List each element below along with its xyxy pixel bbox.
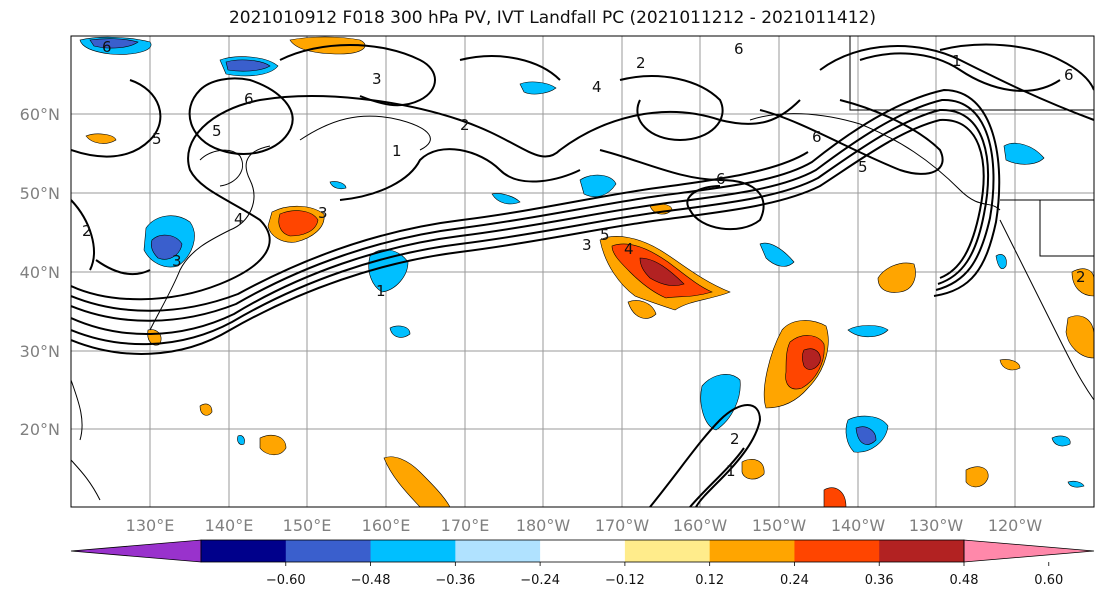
colorbar [70, 539, 1095, 563]
longitude-labels: 130°E 140°E 150°E 160°E 170°E 180°W 170°… [126, 516, 1043, 535]
contour-label: 4 [624, 240, 634, 258]
contour-label: 6 [102, 38, 112, 56]
lat-label: 40°N [20, 263, 60, 282]
map-title: 2021010912 F018 300 hPa PV, IVT Landfall… [228, 8, 876, 28]
colorbar-labels: −0.60 −0.48 −0.36 −0.24 −0.12 0.12 0.24 0.36 0.4… [266, 562, 1063, 588]
colorbar-bin [624, 540, 711, 562]
contour-label: 5 [212, 122, 222, 140]
lon-label: 160°W [673, 516, 728, 535]
lat-label: 60°N [20, 105, 60, 124]
contour-label: 1 [376, 282, 386, 300]
lat-label: 30°N [20, 342, 60, 361]
colorbar-bin [540, 540, 626, 562]
contour-labels: 6 6 6 6 5 5 5 5 4 4 4 3 3 3 3 2 2 2 2 2 … [82, 38, 1086, 480]
contour-label: 3 [372, 70, 382, 88]
contour-label: 5 [152, 130, 162, 148]
colorbar-tick-label: −0.12 [605, 573, 645, 588]
contour-label: 3 [582, 236, 592, 254]
pv-contours [71, 43, 1094, 507]
contour-label: 3 [318, 204, 328, 222]
contour-label: 4 [234, 210, 244, 228]
lat-label: 20°N [20, 420, 60, 439]
colorbar-bin [879, 540, 965, 562]
lon-label: 170°W [595, 516, 650, 535]
contour-label: 6 [244, 90, 254, 108]
lon-label: 160°E [362, 516, 411, 535]
contour-label: 5 [858, 158, 868, 176]
colorbar-extend-high [963, 539, 1095, 563]
lon-label: 130°W [909, 516, 964, 535]
colorbar-bin [285, 540, 372, 562]
lon-label: 120°W [988, 516, 1043, 535]
colorbar-tick-label: 0.48 [950, 573, 979, 588]
contour-label: 2 [1076, 268, 1086, 286]
colorbar-tick-label: −0.60 [266, 573, 306, 588]
coastlines [71, 36, 1094, 501]
contour-label: 1 [726, 462, 736, 480]
lat-label: 50°N [20, 184, 60, 203]
colorbar-bin [370, 540, 456, 562]
contour-label: 1 [952, 52, 962, 70]
colorbar-bin [455, 540, 541, 562]
contour-label: 2 [636, 54, 646, 72]
lon-label: 170°E [441, 516, 490, 535]
map-frame [70, 35, 1095, 508]
contour-label: 2 [82, 222, 92, 240]
contour-label: 6 [716, 170, 726, 188]
contour-label: 6 [812, 128, 822, 146]
latitude-labels: 60°N 50°N 40°N 30°N 20°N [20, 105, 60, 439]
colorbar-tick-label: 0.60 [1034, 573, 1063, 588]
contour-label: 6 [734, 40, 744, 58]
colorbar-tick-label: −0.36 [435, 573, 475, 588]
colorbar-tick-label: −0.48 [351, 573, 391, 588]
colorbar-bin [709, 540, 795, 562]
lon-label: 150°W [752, 516, 807, 535]
contour-label: 6 [1064, 66, 1074, 84]
lon-label: 140°W [831, 516, 886, 535]
lon-label: 180°W [516, 516, 571, 535]
colorbar-extend-low [70, 539, 202, 563]
lon-label: 140°E [205, 516, 254, 535]
colorbar-tick-label: 0.36 [865, 573, 894, 588]
contour-label: 5 [600, 226, 610, 244]
colorbar-bin [794, 540, 880, 562]
colorbar-frame [200, 539, 965, 563]
colorbar-bin [201, 540, 287, 562]
lon-label: 150°E [283, 516, 332, 535]
colorbar-tick-label: 0.24 [780, 573, 809, 588]
contour-label: 2 [730, 430, 740, 448]
contour-label: 1 [392, 142, 402, 160]
colorbar-tick-label: −0.24 [520, 573, 560, 588]
lon-label: 130°E [126, 516, 175, 535]
contour-label: 4 [592, 78, 602, 96]
colorbar-tick-label: 0.12 [695, 573, 724, 588]
contour-label: 3 [172, 252, 182, 270]
contour-label: 2 [460, 116, 470, 134]
